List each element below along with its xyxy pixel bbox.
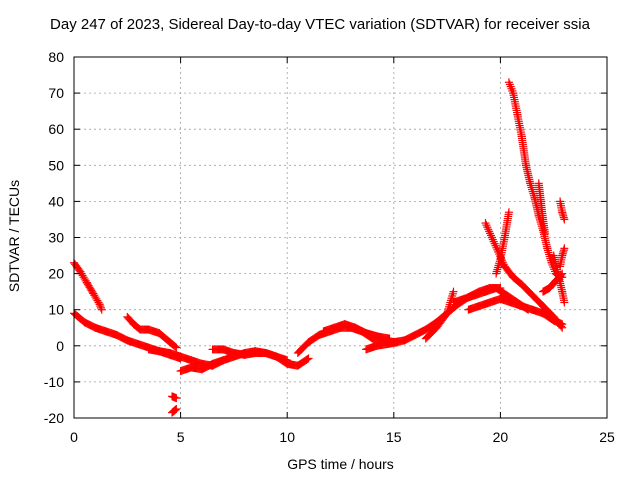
x-axis-label: GPS time / hours	[287, 456, 394, 472]
series-arc-m	[421, 287, 458, 343]
series-arc-k	[362, 338, 403, 354]
y-tick-label: 0	[56, 338, 64, 354]
chart-title: Day 247 of 2023, Sidereal Day-to-day VTE…	[50, 16, 590, 33]
series-arc-c	[123, 312, 181, 352]
y-tick-label: 50	[48, 157, 64, 173]
series-arc-o	[464, 294, 505, 314]
series-arc-r	[492, 208, 513, 278]
x-tick-label: 15	[386, 429, 402, 445]
y-tick-label: 60	[48, 121, 64, 137]
x-tick-label: 0	[70, 429, 78, 445]
series-arc-u	[539, 269, 567, 296]
x-tick-label: 25	[599, 429, 615, 445]
y-tick-label: 70	[48, 85, 64, 101]
series-arc-e	[168, 404, 181, 417]
series-arc-q	[481, 219, 567, 332]
series-arc-s	[504, 78, 567, 282]
y-tick-label: 30	[48, 230, 64, 246]
series-arc-h	[208, 345, 292, 365]
x-tick-label: 20	[493, 429, 509, 445]
series-arc-j	[319, 320, 394, 343]
series-arc-t	[534, 179, 550, 238]
series-arc-d	[168, 392, 181, 403]
x-tick-label: 5	[177, 429, 185, 445]
y-tick-label: -20	[44, 410, 64, 426]
y-tick-label: -10	[44, 374, 64, 390]
y-tick-label: 80	[48, 49, 64, 65]
y-tick-label: 40	[48, 193, 64, 209]
series-arc-w	[556, 197, 569, 224]
series-arc-a	[70, 258, 106, 314]
series-arc-x	[556, 244, 569, 271]
y-tick-label: 10	[48, 302, 64, 318]
y-tick-label: 20	[48, 266, 64, 282]
x-tick-label: 10	[279, 429, 295, 445]
